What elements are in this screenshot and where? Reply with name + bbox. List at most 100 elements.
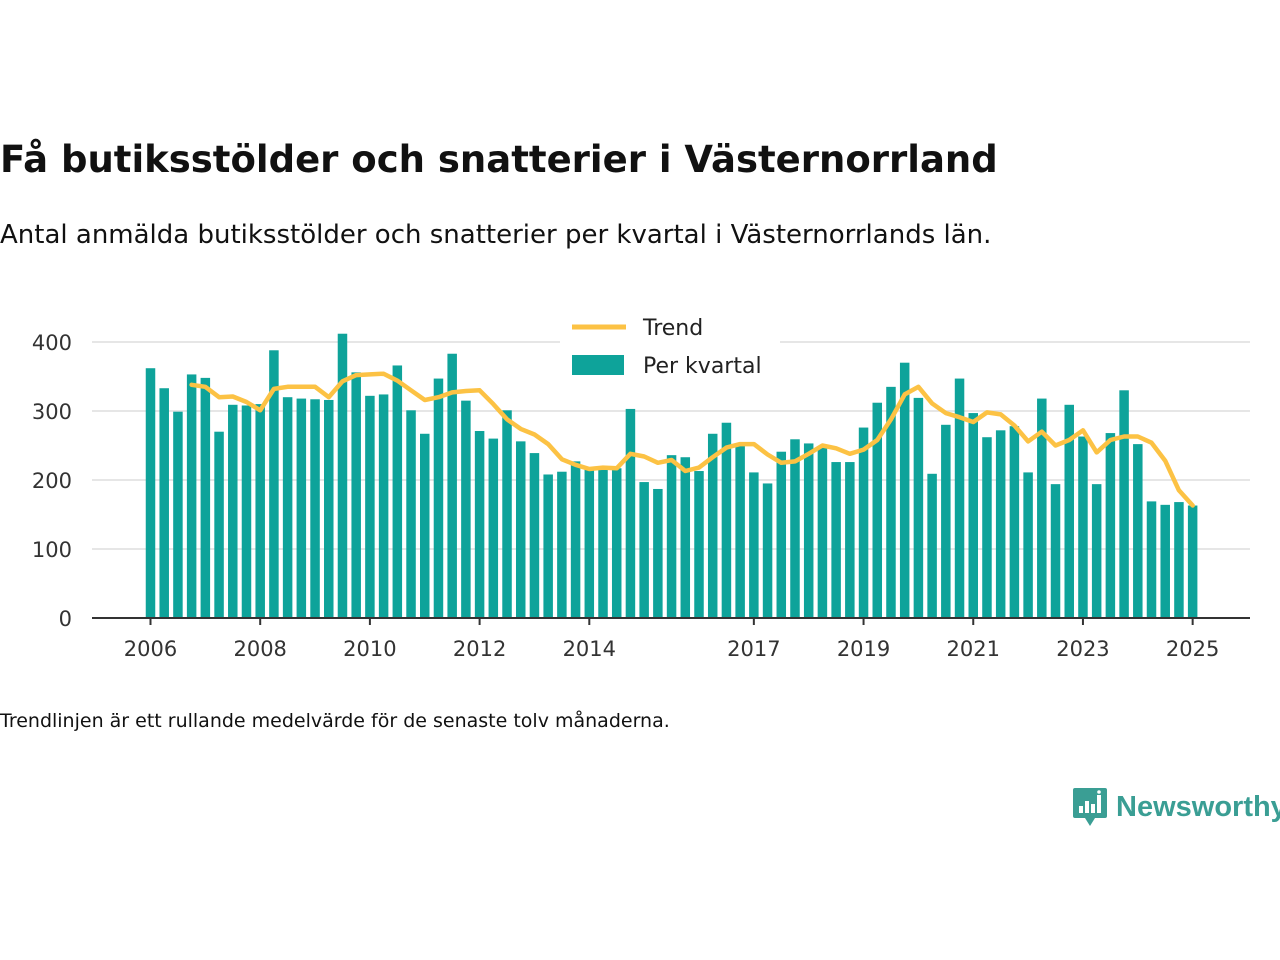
x-tick-label: 2025 [1166,637,1219,661]
bar [584,467,595,618]
bar [1091,484,1102,618]
bar [941,424,951,618]
bar [392,365,403,618]
bar [228,404,238,618]
x-tick-label: 2012 [453,637,506,661]
bar [282,397,293,618]
bar [625,408,636,618]
bar [982,437,992,618]
bar [1187,505,1198,618]
bar [502,410,512,618]
bar [886,386,896,618]
legend-trend-label: Trend [642,316,703,341]
bar [159,388,169,618]
y-tick-label: 0 [59,607,72,631]
bar [790,439,800,618]
line-series-trend [189,371,1195,508]
bar [1146,501,1157,618]
x-tick-label: 2017 [727,637,780,661]
bar [406,410,416,618]
bar [831,462,841,618]
y-tick-label: 100 [32,538,72,562]
bar [420,433,430,618]
x-tick-label: 2006 [124,637,177,661]
bar [200,377,211,618]
bar [803,443,814,618]
bar [543,474,553,618]
bar [913,397,924,618]
bar [378,394,389,618]
bar [351,372,361,618]
bar [269,350,279,618]
bar [858,427,869,618]
x-tick-label: 2019 [837,637,890,661]
bar [1105,433,1116,618]
chart-subtitle: Antal anmälda butiksstölder och snatteri… [0,220,992,250]
bar [296,398,307,618]
bar [1160,504,1170,618]
bar [337,333,348,618]
y-axis-tick-labels: 0 100 200 300 400 [32,331,72,631]
bar [241,405,252,618]
bar [845,462,855,618]
bar [145,368,156,618]
bar [515,441,526,618]
bar [995,430,1006,618]
bar [214,431,224,618]
bar [488,438,499,618]
y-tick-label: 300 [32,400,72,424]
bar [433,378,444,618]
bar [749,472,759,618]
y-tick-label: 400 [32,331,72,355]
bar [1050,484,1061,618]
bar [186,374,197,618]
bar [762,483,773,618]
brand-name: Newsworthy [1116,790,1280,823]
bar [447,353,457,618]
bar [1009,426,1020,618]
legend-bar-label: Per kvartal [643,354,762,379]
chart-footnote: Trendlinjen är ett rullande medelvärde f… [0,710,670,732]
x-tick-label: 2021 [947,637,1000,661]
newsworthy-logo: Newsworthy [1072,786,1280,828]
bar [899,362,910,618]
bar [1023,472,1033,618]
bar [1133,444,1143,618]
bar [639,482,649,618]
bar [666,455,677,618]
bar [776,451,787,618]
bar [817,446,828,618]
x-axis-tick-labels: 2006 2008 2010 2012 2014 2017 2019 2021 2023 2025 [124,618,1219,661]
bar [611,468,622,618]
bar [927,473,937,618]
bar [1064,404,1074,618]
bar [872,402,883,618]
trend-line [189,371,1195,508]
bar [173,411,183,618]
bar [707,433,718,618]
bar [1078,436,1088,618]
bar [694,471,704,618]
legend: Trend Per kvartal [560,310,780,386]
bar [474,431,485,618]
bar [954,378,965,618]
bar [365,395,375,618]
newsworthy-logo-icon [1073,788,1107,826]
bar [310,399,320,618]
bar [461,400,471,618]
legend-bar-swatch [572,355,624,375]
chart-title: Få butiksstölder och snatterier i Väster… [0,138,998,181]
bar-series-per-kvartal [145,333,1198,618]
bar [255,404,265,618]
bar [653,488,663,618]
bar [721,422,732,618]
bar [1119,390,1129,618]
bar [1174,502,1184,618]
bar [735,444,745,618]
y-tick-label: 200 [32,469,72,493]
bar [1037,398,1047,618]
bar [680,457,691,618]
x-tick-label: 2023 [1056,637,1109,661]
bar [557,471,567,618]
